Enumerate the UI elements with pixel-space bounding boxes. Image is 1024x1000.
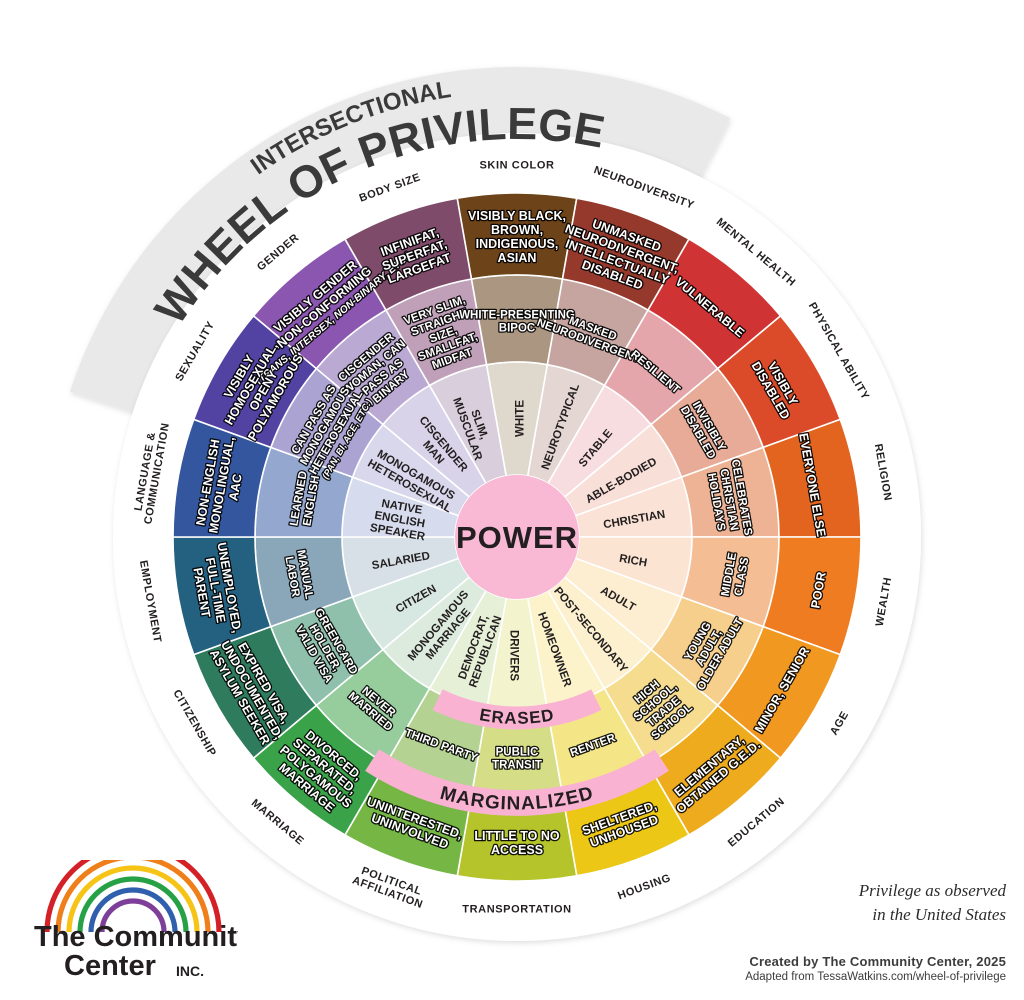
- segment-label-line: WHITE-PRESENTING: [459, 310, 575, 322]
- segment-label-line: INDIGENOUS,: [476, 237, 559, 251]
- power-center-circle: [455, 475, 579, 599]
- rainbow-arc: [99, 898, 167, 933]
- wheel-segments: [172, 192, 862, 882]
- rainbow-arc: [77, 876, 189, 933]
- segment-label: INFINIFAT,SUPERFAT,LARGEFAT: [377, 224, 454, 288]
- segment-label-line: ASIAN: [498, 251, 537, 265]
- status-band: [365, 749, 669, 816]
- segment-label-line: TRANSIT: [492, 760, 542, 772]
- status-band: [432, 689, 602, 730]
- category-label: SKIN COLOR: [479, 160, 554, 172]
- rainbow-arc: [66, 865, 200, 933]
- rainbow-arc: [88, 887, 178, 933]
- observed-line-1: Privilege as observed: [858, 880, 1006, 900]
- rainbow-arcs: [44, 860, 222, 933]
- category-label: TRANSPORTATION: [462, 904, 571, 916]
- credits-block: Created by The Community Center, 2025 Ad…: [676, 953, 1006, 986]
- segment-label: VISIBLY BLACK,BROWN,INDIGENOUS,ASIAN: [467, 208, 568, 267]
- logo-line-2: Center: [64, 950, 156, 982]
- segment-label-line: LITTLE TO NO: [474, 829, 559, 843]
- power-label: POWER: [456, 520, 578, 555]
- segment-label: RICH: [618, 553, 648, 570]
- rainbow-arc: [55, 860, 211, 933]
- segment-label-line: BROWN,: [491, 223, 543, 237]
- logo-suffix: INC.: [176, 963, 204, 979]
- segment-label: WHITE: [515, 400, 527, 437]
- credit-created-by: Created by The Community Center, 2025: [749, 953, 1006, 969]
- observed-note: Privilege as observed in the United Stat…: [676, 879, 1006, 928]
- segment-label-line: PUBLIC: [496, 747, 539, 759]
- segment-label-line: BIPOC: [499, 323, 535, 335]
- status-band-label: ERASED: [478, 705, 556, 728]
- segment-label-line: DRIVERS: [507, 630, 519, 681]
- observed-line-2: in the United States: [872, 905, 1006, 925]
- category-label-line: SKIN COLOR: [479, 160, 554, 172]
- logo-line-1: The Community: [34, 921, 238, 953]
- segment-label-line: WHITE: [515, 400, 527, 437]
- rainbow-arc: [44, 860, 222, 933]
- segment-label-line: AAC: [226, 473, 244, 502]
- credit-adapted-from: Adapted from TessaWatkins.com/wheel-of-p…: [745, 971, 1006, 984]
- community-center-logo: The Community Center INC.: [34, 860, 238, 982]
- wheel-segment-outer: [192, 314, 318, 449]
- segment-label: DRIVERS: [507, 630, 519, 681]
- segment-label-line: RICH: [618, 553, 648, 570]
- category-label-line: TRANSPORTATION: [462, 904, 571, 916]
- segment-label-line: ACCESS: [491, 843, 543, 857]
- segment-label-line: VISIBLY BLACK,: [468, 209, 566, 223]
